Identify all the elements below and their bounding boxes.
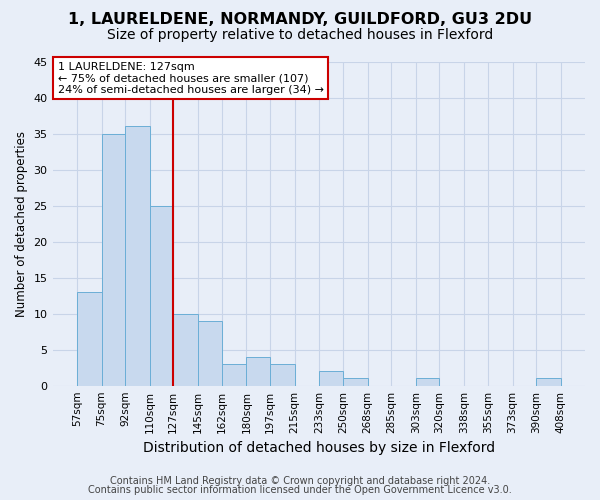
Text: Contains public sector information licensed under the Open Government Licence v3: Contains public sector information licen… — [88, 485, 512, 495]
Bar — [150, 206, 173, 386]
Text: 1, LAURELDENE, NORMANDY, GUILDFORD, GU3 2DU: 1, LAURELDENE, NORMANDY, GUILDFORD, GU3 … — [68, 12, 532, 28]
Text: Contains HM Land Registry data © Crown copyright and database right 2024.: Contains HM Land Registry data © Crown c… — [110, 476, 490, 486]
Bar — [125, 126, 150, 386]
Bar — [101, 134, 125, 386]
Bar — [77, 292, 101, 386]
Bar — [270, 364, 295, 386]
Bar — [221, 364, 247, 386]
Bar — [416, 378, 439, 386]
Text: Size of property relative to detached houses in Flexford: Size of property relative to detached ho… — [107, 28, 493, 42]
Text: 1 LAURELDENE: 127sqm
← 75% of detached houses are smaller (107)
24% of semi-deta: 1 LAURELDENE: 127sqm ← 75% of detached h… — [58, 62, 324, 94]
Bar — [536, 378, 561, 386]
Bar — [173, 314, 198, 386]
Bar — [319, 372, 343, 386]
Bar — [198, 321, 221, 386]
Bar — [343, 378, 368, 386]
Bar — [247, 357, 270, 386]
X-axis label: Distribution of detached houses by size in Flexford: Distribution of detached houses by size … — [143, 441, 495, 455]
Y-axis label: Number of detached properties: Number of detached properties — [15, 130, 28, 316]
